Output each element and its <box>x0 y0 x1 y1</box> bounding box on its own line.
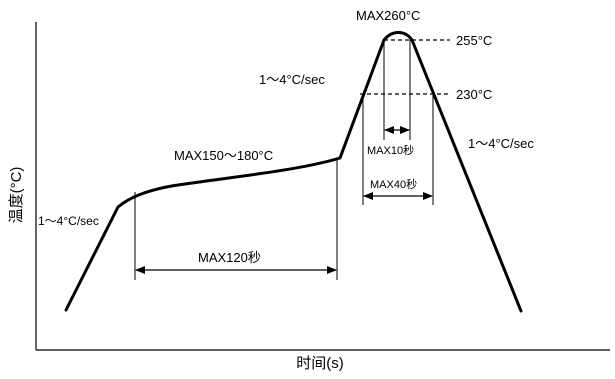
peak-temperature-label: MAX260°C <box>356 8 420 23</box>
above-255-duration-label: MAX10秒 <box>367 143 414 157</box>
ramp-rate-label: 1～4°C/sec <box>259 72 325 87</box>
preheat-rate-label: 1～4°C/sec <box>38 214 99 228</box>
x-axis-title: 时间(s) <box>296 355 344 372</box>
soak-temperature-label: MAX150～180°C <box>174 148 273 163</box>
above-230-duration-label: MAX40秒 <box>370 177 417 191</box>
threshold-230-label: 230°C <box>456 87 492 102</box>
soak-duration-label: MAX120秒 <box>198 250 261 265</box>
cooling-rate-label: 1～4°C/sec <box>468 136 534 151</box>
y-axis-title: 温度(°C) <box>8 167 25 224</box>
threshold-255-label: 255°C <box>456 33 492 48</box>
temperature-profile-curve <box>64 31 523 313</box>
